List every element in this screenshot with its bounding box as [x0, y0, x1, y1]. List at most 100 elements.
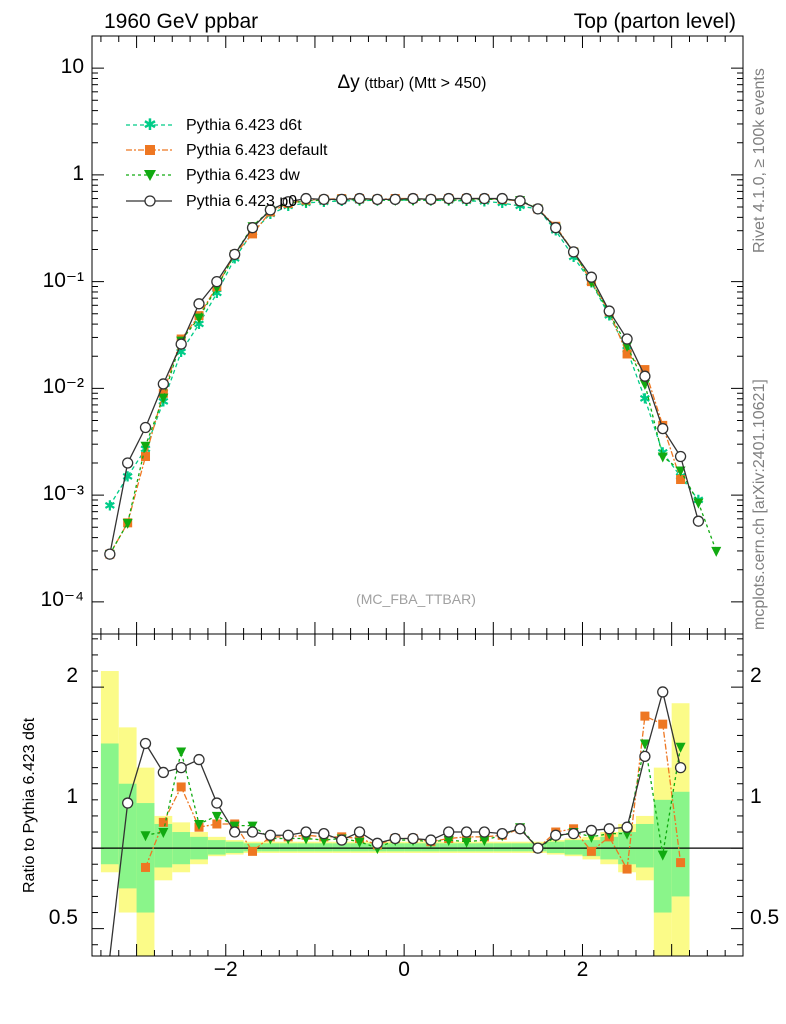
dw-point [675, 466, 686, 477]
header-right: Top (parton level) [574, 10, 736, 33]
band-inner-bin [386, 843, 405, 852]
p0-point [139, 421, 152, 434]
y-tick-1e-2: 10⁻² [43, 375, 84, 398]
p0-point [282, 196, 294, 208]
dw-point [461, 837, 472, 848]
band-inner-bin [207, 840, 226, 855]
legend-entry-p0: Pythia 6.423 p0 [126, 193, 297, 210]
band-inner-bin [332, 843, 351, 852]
ratio-axis-label: Ratio to Pythia 6.423 d6t [21, 717, 38, 893]
x-tick-minus2: −2 [214, 958, 238, 981]
band-inner-bin [225, 841, 244, 853]
band-inner-bin [439, 843, 458, 852]
dw-point [140, 441, 151, 452]
p0-point [264, 829, 277, 841]
main-series-d6t: ✱✱✱✱✱✱✱✱✱✱✱✱✱✱✱✱✱✱✱✱✱✱✱✱✱✱✱✱✱✱✱✱✱✱ [104, 192, 704, 513]
band-inner-bin [564, 840, 583, 855]
p0-point [407, 192, 419, 205]
p0-point [639, 370, 651, 382]
p0-point [567, 246, 580, 258]
p0-line [109, 197, 700, 555]
dw-point [711, 546, 722, 557]
p0-point [478, 826, 491, 838]
default-point [158, 388, 168, 398]
y-tick-10: 10 [61, 55, 84, 78]
p0-point [157, 378, 169, 390]
default-point [141, 452, 151, 462]
axis-ticks [92, 35, 743, 956]
main-series-group: ✱✱✱✱✱✱✱✱✱✱✱✱✱✱✱✱✱✱✱✱✱✱✱✱✱✱✱✱✱✱✱✱✱✱ [104, 192, 722, 561]
default-point [676, 858, 686, 868]
band-inner-bin [635, 823, 654, 868]
p0-point [175, 338, 187, 350]
p0-point [425, 834, 437, 846]
dw-point [443, 836, 454, 847]
band-inner-bin [279, 843, 298, 852]
p0-point [674, 761, 687, 774]
p0-point [246, 222, 259, 234]
dw-point [639, 739, 650, 750]
d6t-point: ✱ [175, 344, 187, 360]
p0-point [246, 826, 259, 838]
main-series-default [105, 194, 686, 559]
ratio-tick-2-left: 2 [66, 664, 78, 687]
d6t-point: ✱ [104, 497, 116, 513]
p0-point [532, 203, 544, 215]
default-point [176, 782, 186, 792]
ratio-y-tick-labels: 2 1 0.5 2 1 0.5 [49, 664, 779, 929]
band-inner-bin [511, 843, 529, 852]
dw-point [194, 313, 205, 324]
d6t-line [109, 199, 699, 506]
analysis-ref-label: (MC_FBA_TTBAR) [356, 591, 476, 607]
default-point [658, 719, 668, 729]
p0-point [639, 750, 651, 763]
band-inner-bin [314, 843, 333, 852]
p0-point [585, 271, 598, 283]
p0-point [211, 275, 223, 288]
p0-point [585, 824, 598, 837]
p0-point [264, 204, 277, 216]
legend-marker-circle [144, 195, 156, 207]
p0-point [550, 829, 562, 841]
p0-point [389, 832, 401, 845]
p0-point [603, 305, 615, 317]
p0-point [318, 193, 330, 205]
ratio-series-group [109, 686, 687, 957]
p0-point [282, 829, 294, 841]
ratio-tick-05-left: 0.5 [49, 906, 78, 929]
p0-point [175, 761, 187, 774]
dw-point [176, 747, 187, 758]
p0-point [193, 298, 205, 310]
p0-point [211, 797, 223, 809]
p0-point [460, 192, 473, 205]
default-point [622, 349, 632, 359]
dw-line [109, 198, 717, 555]
d6t-point: ✱ [639, 391, 651, 407]
default-point [158, 817, 168, 827]
x-tick-labels: −2 0 2 [214, 958, 589, 981]
p0-point [674, 450, 687, 463]
p0-point [657, 422, 669, 435]
ratio-tick-1-right: 1 [750, 785, 762, 808]
p0-point [514, 195, 526, 207]
dw-point [693, 498, 704, 509]
y-tick-1: 1 [72, 162, 84, 185]
d6t-point: ✱ [122, 468, 134, 484]
band-inner-bin [546, 841, 565, 853]
y-tick-1e-3: 10⁻³ [43, 482, 84, 505]
mcplots-label: mcplots.cern.ch [arXiv:2401.10621] [751, 379, 768, 630]
p0-point [193, 753, 205, 766]
p0-point [692, 515, 705, 527]
p0-point [532, 842, 544, 854]
legend-marker-star: ✱ [143, 117, 156, 134]
ratio-tick-05-right: 0.5 [750, 906, 779, 929]
dw-point [675, 742, 686, 753]
p0-point [371, 193, 384, 205]
p0-point [425, 193, 437, 205]
ratio-panel-frame [91, 633, 744, 957]
p0-point [550, 222, 562, 234]
default-point [640, 365, 650, 375]
band-inner-bin [136, 803, 155, 913]
default-point [248, 846, 258, 856]
